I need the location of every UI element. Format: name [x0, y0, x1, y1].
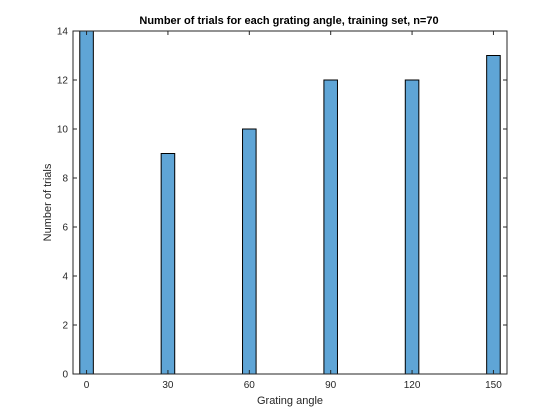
y-tick-label-14: 14: [57, 27, 69, 38]
y-axis-label: Number of trials: [42, 163, 54, 241]
bar-angle-120: [404, 79, 420, 375]
y-tick-label-4: 4: [62, 272, 68, 283]
y-tick-label-0: 0: [62, 370, 68, 381]
bar-angle-90: [323, 79, 338, 375]
x-tick-label-120: 120: [404, 380, 421, 391]
y-axis-ticks: 0 2 4 6 8 10 12 14: [57, 27, 507, 381]
bar-angle-60: [242, 128, 257, 375]
x-tick-label-0: 0: [84, 380, 90, 391]
x-tick-label-90: 90: [325, 380, 337, 391]
bar-angle-0: [79, 30, 94, 375]
x-tick-label-30: 30: [162, 380, 174, 391]
y-tick-label-8: 8: [62, 174, 68, 185]
chart-title: Number of trials for each grating angle,…: [139, 15, 438, 27]
bar-angle-30: [160, 153, 176, 375]
x-tick-label-150: 150: [485, 380, 502, 391]
bars: [79, 30, 501, 375]
y-tick-label-2: 2: [62, 321, 68, 332]
x-axis-ticks: 0 30 60 90 120 150: [84, 31, 502, 391]
plot-frame: [72, 30, 508, 375]
x-tick-label-60: 60: [244, 380, 256, 391]
y-tick-label-6: 6: [62, 223, 68, 234]
axes: 0 30 60 90 120 150 0 2 4 6 8 10 12 14: [57, 27, 508, 391]
bar-angle-150: [486, 55, 501, 375]
plot-area: [73, 31, 507, 374]
x-axis-label: Grating angle: [257, 395, 323, 407]
y-tick-label-10: 10: [57, 125, 69, 136]
y-tick-label-12: 12: [57, 76, 69, 87]
